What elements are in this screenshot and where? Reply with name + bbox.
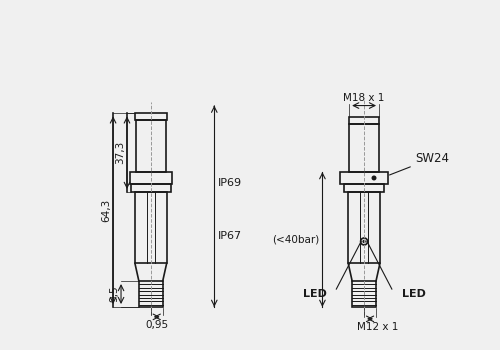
Circle shape	[363, 240, 365, 243]
Text: 37,3: 37,3	[115, 141, 125, 164]
Text: M18 x 1: M18 x 1	[344, 93, 385, 103]
Bar	[340, 172, 388, 184]
Text: 64,3: 64,3	[101, 198, 111, 222]
Text: LED: LED	[302, 289, 326, 299]
Bar	[136, 120, 166, 172]
Bar	[131, 184, 170, 192]
Text: LED: LED	[402, 289, 425, 299]
Text: SW24: SW24	[390, 152, 450, 175]
Text: (<40bar): (<40bar)	[272, 234, 320, 245]
Bar	[130, 172, 172, 184]
Bar	[139, 281, 162, 307]
Bar	[352, 281, 376, 307]
Text: IP67: IP67	[218, 231, 242, 240]
Text: M12 x 1: M12 x 1	[358, 322, 399, 332]
Bar	[135, 192, 166, 263]
Text: 9,5: 9,5	[109, 286, 119, 302]
Circle shape	[372, 176, 376, 180]
Bar	[135, 113, 166, 120]
Bar	[349, 118, 379, 124]
Text: IP69: IP69	[218, 178, 242, 188]
Text: 0,95: 0,95	[145, 320, 169, 330]
Bar	[349, 124, 379, 172]
Bar	[344, 184, 384, 192]
Bar	[348, 192, 380, 263]
